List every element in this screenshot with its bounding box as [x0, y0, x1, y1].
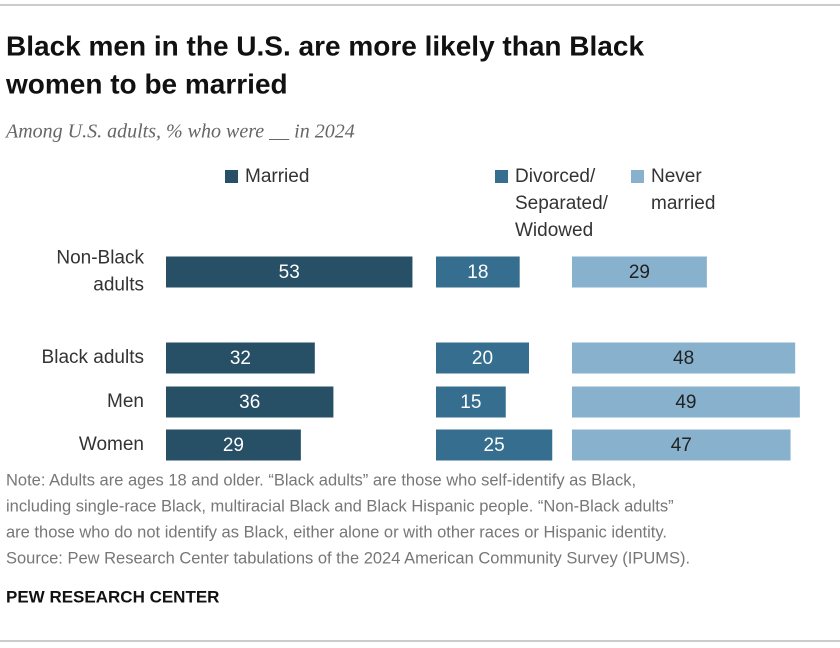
bar	[166, 342, 315, 374]
legend-swatch	[631, 170, 644, 183]
value-label: 20	[472, 348, 493, 369]
legend-label: Married	[245, 166, 309, 187]
bar	[436, 256, 520, 288]
value-label: 53	[279, 262, 300, 283]
bar	[436, 386, 506, 418]
legend-label: Never married	[651, 166, 715, 214]
bar	[166, 256, 413, 288]
value-label: 48	[673, 348, 694, 369]
note: Source: Pew Research Center tabulations …	[6, 549, 690, 567]
value-label: 25	[484, 435, 505, 456]
value-label: 32	[230, 348, 251, 369]
category-label: Black adults	[42, 347, 144, 368]
source-logo: PEW RESEARCH CENTER	[6, 587, 219, 606]
value-label: 29	[629, 262, 650, 283]
value-label: 15	[460, 392, 481, 413]
value-label: 29	[223, 435, 244, 456]
bar	[572, 386, 800, 418]
value-label: 36	[239, 392, 260, 413]
chart-title: women to be married	[5, 68, 288, 99]
value-label: 49	[675, 392, 696, 413]
chart-title: Black men in the U.S. are more likely th…	[6, 30, 644, 61]
bar	[436, 429, 553, 461]
legend-swatch	[495, 170, 508, 183]
category-label: Non-Black adults	[56, 248, 144, 296]
bar	[572, 429, 791, 461]
bar	[166, 386, 334, 418]
note: are those who do not identify as Black, …	[6, 523, 667, 541]
category-label: Women	[79, 434, 144, 455]
legend-swatch	[225, 170, 238, 183]
category-label: Men	[107, 391, 144, 412]
bar	[166, 429, 301, 461]
bar	[572, 342, 796, 374]
subtitle: Among U.S. adults, % who were __ in 2024	[4, 121, 355, 143]
value-label: 18	[467, 262, 488, 283]
note: Note: Adults are ages 18 and older. “Bla…	[6, 471, 636, 489]
note: including single-race Black, multiracial…	[6, 497, 674, 515]
bar	[572, 256, 707, 288]
legend-label: Divorced/Separated/Widowed	[515, 166, 609, 241]
bar	[436, 342, 529, 374]
value-label: 47	[671, 435, 692, 456]
